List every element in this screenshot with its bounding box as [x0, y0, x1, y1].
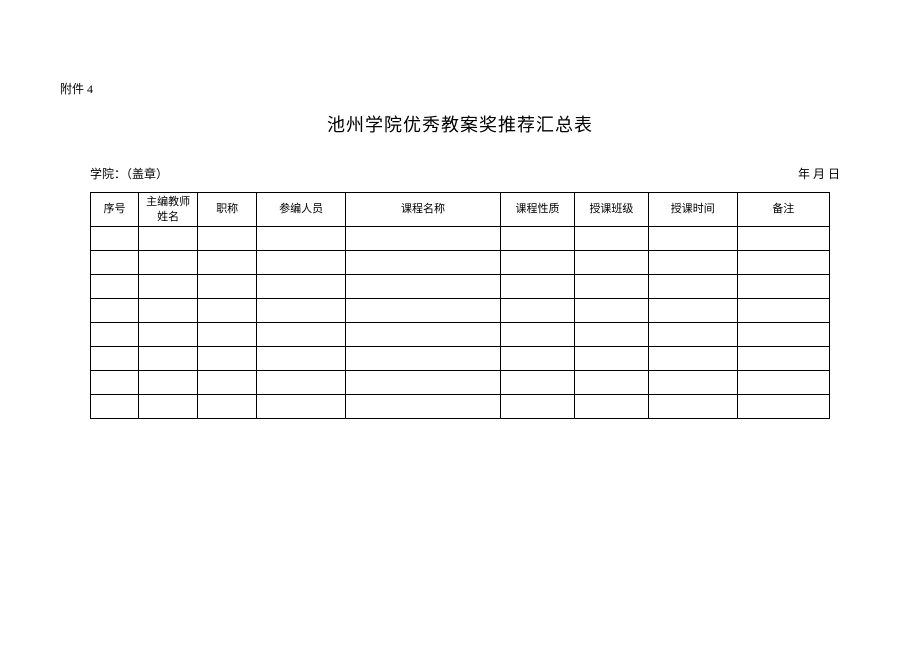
col-header-class: 授课班级 [575, 193, 649, 227]
table-cell [198, 371, 257, 395]
table-cell [91, 227, 139, 251]
table-cell [501, 371, 575, 395]
table-row [91, 395, 830, 419]
table-cell [257, 347, 346, 371]
summary-table: 序号 主编教师姓名 职称 参编人员 课程名称 课程性质 授课班级 授课时间 备注 [90, 192, 830, 419]
table-cell [91, 347, 139, 371]
table-cell [501, 395, 575, 419]
table-cell [91, 275, 139, 299]
table-cell [501, 227, 575, 251]
table-cell [737, 371, 829, 395]
table-cell [257, 395, 346, 419]
table-row [91, 275, 830, 299]
table-cell [257, 371, 346, 395]
table-cell [139, 275, 198, 299]
table-cell [648, 347, 737, 371]
table-cell [648, 395, 737, 419]
table-cell [91, 371, 139, 395]
institution-label: 学院：（盖章） [90, 165, 168, 182]
table-cell [737, 323, 829, 347]
table-cell [139, 227, 198, 251]
table-row [91, 371, 830, 395]
table-cell [257, 323, 346, 347]
table-cell [198, 275, 257, 299]
table-container: 序号 主编教师姓名 职称 参编人员 课程名称 课程性质 授课班级 授课时间 备注 [60, 192, 860, 419]
table-row [91, 347, 830, 371]
table-cell [575, 227, 649, 251]
col-header-title: 职称 [198, 193, 257, 227]
table-cell [198, 395, 257, 419]
table-cell [198, 251, 257, 275]
table-cell [91, 395, 139, 419]
table-cell [575, 395, 649, 419]
table-cell [345, 275, 500, 299]
col-header-seq: 序号 [91, 193, 139, 227]
table-cell [345, 395, 500, 419]
table-cell [345, 371, 500, 395]
date-label: 年 月 日 [798, 165, 840, 182]
col-header-teacher: 主编教师姓名 [139, 193, 198, 227]
page-title: 池州学院优秀教案奖推荐汇总表 [60, 111, 860, 137]
table-cell [139, 299, 198, 323]
table-cell [139, 251, 198, 275]
table-cell [501, 251, 575, 275]
table-cell [139, 323, 198, 347]
table-cell [575, 275, 649, 299]
table-cell [648, 299, 737, 323]
table-cell [575, 347, 649, 371]
table-row [91, 299, 830, 323]
table-cell [737, 299, 829, 323]
table-cell [501, 347, 575, 371]
table-cell [198, 227, 257, 251]
table-cell [257, 251, 346, 275]
table-cell [198, 323, 257, 347]
table-cell [648, 275, 737, 299]
table-cell [345, 323, 500, 347]
table-cell [737, 347, 829, 371]
table-cell [91, 299, 139, 323]
table-cell [139, 371, 198, 395]
table-cell [737, 395, 829, 419]
table-cell [737, 275, 829, 299]
table-cell [257, 227, 346, 251]
table-cell [648, 251, 737, 275]
table-cell [648, 371, 737, 395]
table-row [91, 227, 830, 251]
table-cell [198, 299, 257, 323]
col-header-course: 课程名称 [345, 193, 500, 227]
table-cell [345, 251, 500, 275]
table-cell [501, 275, 575, 299]
table-cell [575, 371, 649, 395]
table-row [91, 323, 830, 347]
table-row [91, 251, 830, 275]
table-cell [737, 251, 829, 275]
col-header-remark: 备注 [737, 193, 829, 227]
col-header-participants: 参编人员 [257, 193, 346, 227]
table-cell [257, 275, 346, 299]
col-header-nature: 课程性质 [501, 193, 575, 227]
table-cell [345, 347, 500, 371]
table-cell [737, 227, 829, 251]
table-cell [91, 251, 139, 275]
table-body [91, 227, 830, 419]
table-cell [575, 251, 649, 275]
table-cell [139, 347, 198, 371]
table-cell [575, 323, 649, 347]
table-cell [648, 227, 737, 251]
table-cell [501, 299, 575, 323]
table-cell [91, 323, 139, 347]
col-header-time: 授课时间 [648, 193, 737, 227]
attachment-label: 附件 4 [60, 80, 860, 97]
table-cell [575, 299, 649, 323]
table-cell [198, 347, 257, 371]
table-cell [139, 395, 198, 419]
table-cell [345, 299, 500, 323]
table-cell [648, 323, 737, 347]
meta-row: 学院：（盖章） 年 月 日 [60, 165, 860, 182]
table-cell [257, 299, 346, 323]
table-header-row: 序号 主编教师姓名 职称 参编人员 课程名称 课程性质 授课班级 授课时间 备注 [91, 193, 830, 227]
table-cell [501, 323, 575, 347]
table-cell [345, 227, 500, 251]
